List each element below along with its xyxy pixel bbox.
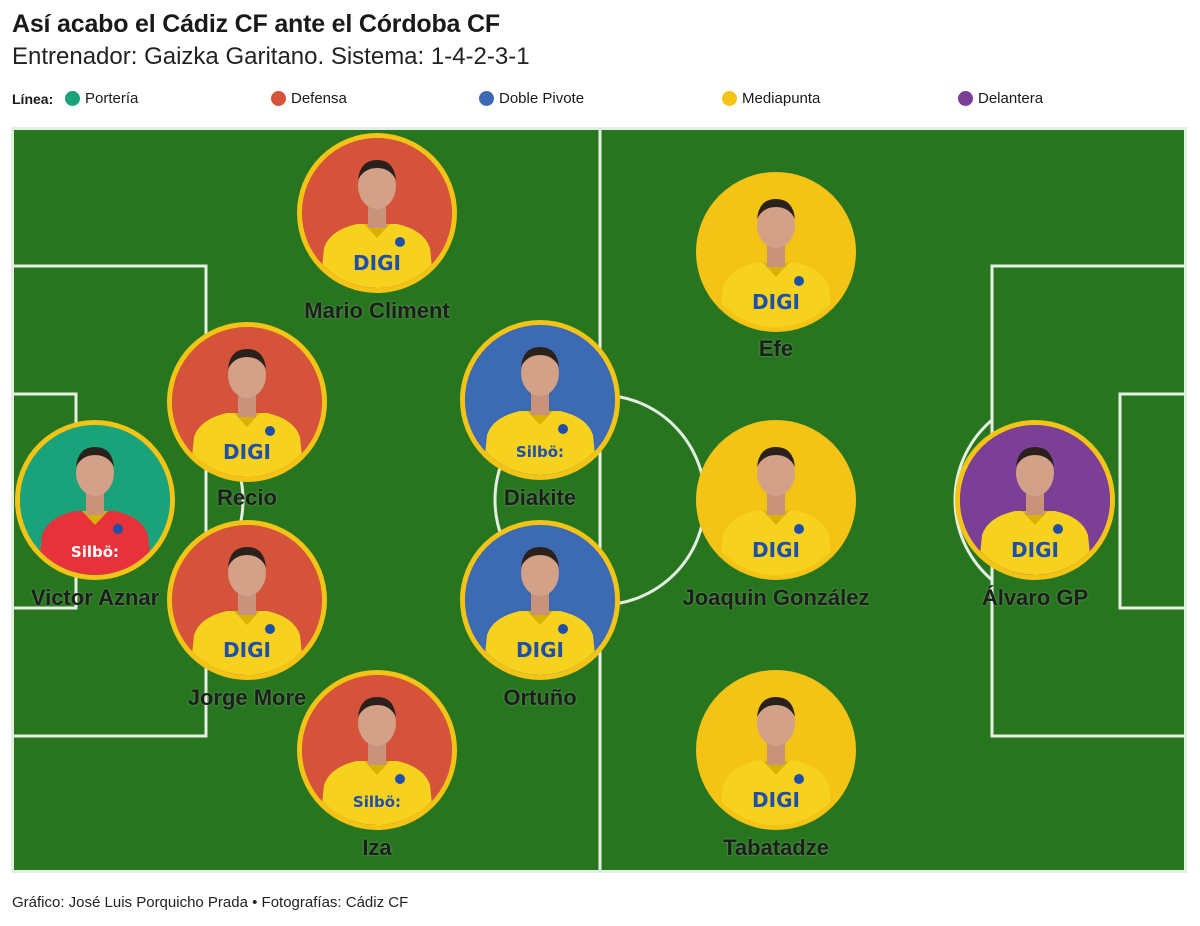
player-name: Mario Climent bbox=[304, 298, 450, 323]
legend-item-mediapunta: Mediapunta bbox=[722, 90, 820, 107]
player-avatar-icon: Silbö: bbox=[465, 325, 615, 475]
legend-item-defensa: Defensa bbox=[271, 90, 347, 107]
shirt-sponsor-text: Silbö: bbox=[71, 543, 119, 561]
player-name: Victor Aznar bbox=[30, 585, 160, 610]
shirt-sponsor-text: DIGI bbox=[752, 788, 800, 812]
player-avatar-icon: DIGI bbox=[302, 138, 452, 288]
player-avatar-icon: DIGI bbox=[701, 177, 851, 327]
player-alvaro-gp-photo: DIGI bbox=[955, 420, 1115, 580]
legend-item-porteria: Portería bbox=[65, 90, 138, 107]
player-avatar-icon: DIGI bbox=[701, 425, 851, 575]
player-name: Álvaro GP bbox=[981, 585, 1089, 610]
shirt-sponsor-text: Silbö: bbox=[353, 793, 401, 811]
shirt-sponsor-text: DIGI bbox=[223, 440, 271, 464]
shirt-sponsor-text: DIGI bbox=[353, 251, 401, 275]
legend-dot bbox=[479, 91, 494, 106]
player-victor-aznar-photo: Silbö: bbox=[15, 420, 175, 580]
chart-subtitle: Entrenador: Gaizka Garitano. Sistema: 1-… bbox=[12, 43, 530, 70]
legend-dot bbox=[271, 91, 286, 106]
player-ortuno-photo: DIGI bbox=[460, 520, 620, 680]
player-avatar-icon: DIGI bbox=[172, 525, 322, 675]
player-name: Ortuño bbox=[503, 685, 577, 710]
legend-dot bbox=[958, 91, 973, 106]
legend-item-label: Mediapunta bbox=[742, 90, 821, 107]
player-name: Tabatadze bbox=[723, 835, 829, 860]
legend-item-doble-pivote: Doble Pivote bbox=[479, 90, 584, 107]
shirt-sponsor-text: Silbö: bbox=[516, 443, 564, 461]
player-name: Iza bbox=[362, 835, 392, 860]
player-avatar-icon: DIGI bbox=[465, 525, 615, 675]
legend-item-delantera: Delantera bbox=[958, 90, 1043, 107]
legend-item-label: Portería bbox=[85, 90, 139, 107]
legend-label: Línea: bbox=[12, 91, 54, 107]
player-avatar-icon: Silbö: bbox=[302, 675, 452, 825]
player-efe-photo: DIGI bbox=[696, 172, 856, 332]
chart-title: Así acabo el Cádiz CF ante el Córdoba CF bbox=[12, 10, 500, 38]
player-avatar-icon: Silbö: bbox=[20, 425, 170, 575]
shirt-sponsor-text: DIGI bbox=[752, 538, 800, 562]
player-name: Diakite bbox=[503, 485, 577, 510]
player-name: Efe bbox=[758, 336, 794, 361]
player-diakite-photo: Silbö: bbox=[460, 320, 620, 480]
legend-item-label: Delantera bbox=[978, 90, 1044, 107]
player-name: Recio bbox=[217, 485, 277, 510]
legend-dot bbox=[65, 91, 80, 106]
player-avatar-icon: DIGI bbox=[701, 675, 851, 825]
shirt-sponsor-text: DIGI bbox=[516, 638, 564, 662]
player-name: Jorge More bbox=[187, 685, 307, 710]
footer-credits: Gráfico: José Luis Porquicho Prada • Fot… bbox=[12, 894, 409, 911]
player-recio-photo: DIGI bbox=[167, 322, 327, 482]
legend: Línea: Portería Defensa Doble Pivote Med… bbox=[12, 90, 1192, 112]
player-iza-photo: Silbö: bbox=[297, 670, 457, 830]
player-jorge-more-photo: DIGI bbox=[167, 520, 327, 680]
player-avatar-icon: DIGI bbox=[960, 425, 1110, 575]
legend-dot bbox=[722, 91, 737, 106]
shirt-sponsor-text: DIGI bbox=[223, 638, 271, 662]
legend-item-label: Doble Pivote bbox=[499, 90, 585, 107]
legend-item-label: Defensa bbox=[291, 90, 347, 107]
player-name: Joaquin González bbox=[682, 585, 870, 610]
player-mario-climent-photo: DIGI bbox=[297, 133, 457, 293]
shirt-sponsor-text: DIGI bbox=[1011, 538, 1059, 562]
player-tabatadze-photo: DIGI bbox=[696, 670, 856, 830]
shirt-sponsor-text: DIGI bbox=[752, 290, 800, 314]
player-joaquin-gonzalez-photo: DIGI bbox=[696, 420, 856, 580]
player-avatar-icon: DIGI bbox=[172, 327, 322, 477]
